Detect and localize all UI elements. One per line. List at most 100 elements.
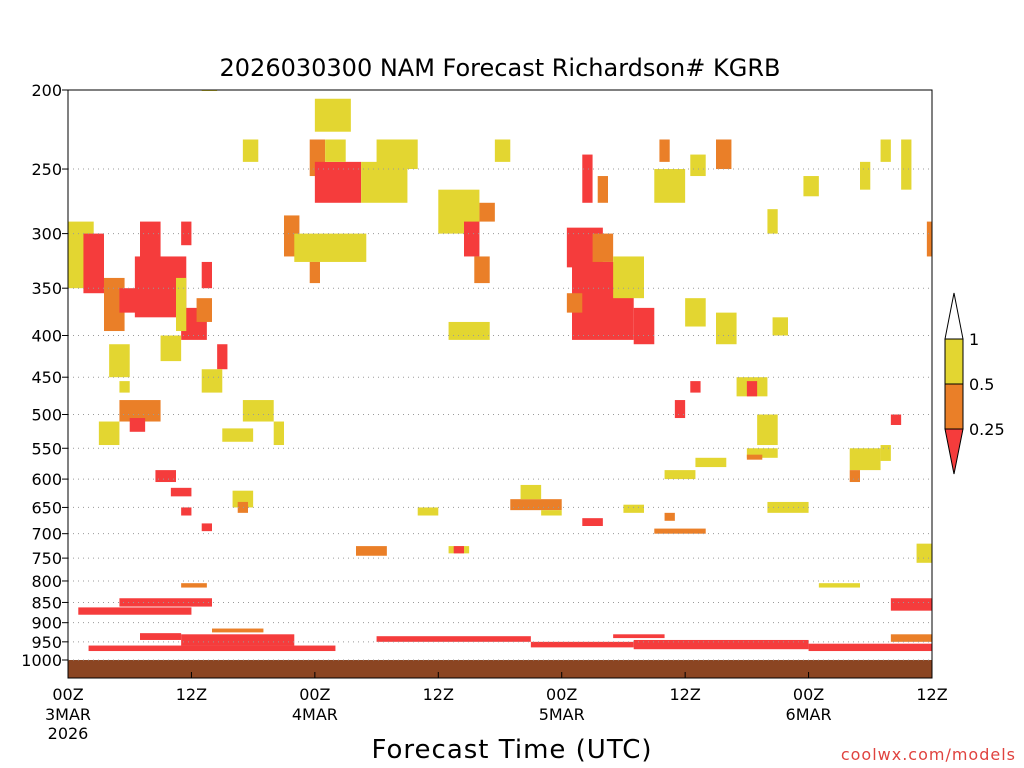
heatmap-cell <box>746 381 758 397</box>
heatmap-cell <box>196 298 212 322</box>
heatmap-cell <box>880 445 891 461</box>
y-tick-label: 850 <box>31 593 62 612</box>
heatmap-cell <box>140 221 161 268</box>
heatmap-cell <box>376 139 418 170</box>
heatmap-cell <box>613 256 644 299</box>
heatmap-cell <box>926 221 932 257</box>
heatmap-cell <box>314 98 351 132</box>
heatmap-cell <box>664 512 675 521</box>
heatmap-cell <box>356 546 387 556</box>
heatmap-cell <box>181 507 192 516</box>
heatmap-cell <box>685 298 706 327</box>
y-tick-label: 550 <box>31 439 62 458</box>
heatmap-cell <box>309 261 320 284</box>
x-tick-label: 12Z <box>423 685 454 704</box>
heatmap-cell <box>160 335 182 362</box>
heatmap-cell <box>566 293 583 313</box>
x-tick-label: 00Z <box>793 685 824 704</box>
heatmap-cell <box>633 307 655 345</box>
heatmap-cell <box>880 139 891 162</box>
x-tick-label: 12Z <box>176 685 207 704</box>
heatmap-cell <box>633 639 809 650</box>
heatmap-cell <box>890 414 902 425</box>
heatmap-cell <box>757 414 778 446</box>
heatmap-cell <box>376 636 531 642</box>
legend-label: 0.25 <box>969 420 1005 439</box>
heatmap-cell <box>222 428 254 442</box>
y-tick-label: 300 <box>31 225 62 244</box>
x-tick-label: 12Z <box>669 685 700 704</box>
heatmap-cell <box>98 421 120 446</box>
y-tick-label: 950 <box>31 633 62 652</box>
heatmap-cell <box>474 256 490 284</box>
pressure-gridlines <box>68 168 932 661</box>
heatmap-cell <box>690 381 701 393</box>
heatmap-cell <box>325 139 346 162</box>
heatmap-cell <box>119 381 130 393</box>
legend-label: 0.5 <box>969 375 994 394</box>
heatmap-cell <box>314 161 362 203</box>
legend-bottom-arrow <box>944 428 964 475</box>
y-tick-label: 800 <box>31 572 62 591</box>
heatmap-cell <box>464 221 480 257</box>
x-tick-label: 00Z <box>52 685 83 704</box>
heatmap-cell <box>448 321 490 340</box>
colorbar-legend: 1 0.5 0.25 <box>944 292 1005 475</box>
heatmap-cell <box>901 139 912 190</box>
heatmap-cell <box>494 139 511 162</box>
x-tick-date: 6MAR <box>786 705 832 724</box>
heatmap-cell <box>690 154 706 177</box>
heatmap-cell <box>530 641 634 648</box>
heatmap-cell <box>746 448 778 458</box>
credit-link[interactable]: coolwx.com/models <box>841 745 1016 764</box>
legend-top-arrow <box>944 292 964 340</box>
heatmap-cell <box>181 583 207 588</box>
heatmap-cell <box>716 312 737 345</box>
heatmap-cell <box>541 510 562 516</box>
heatmap-cell <box>294 233 367 262</box>
heatmap-cell <box>417 507 439 516</box>
chart-title: 2026030300 NAM Forecast Richardson# KGRB <box>220 54 781 82</box>
x-axis-label: Forecast Time (UTC) <box>371 735 652 765</box>
heatmap-cell <box>664 470 696 480</box>
heatmap-cell <box>582 518 603 527</box>
heatmap-cell <box>623 504 644 513</box>
y-tick-label: 600 <box>31 470 62 489</box>
heatmap-cell <box>479 202 495 222</box>
heatmap-cell <box>201 369 223 393</box>
heatmap-cell <box>201 261 212 289</box>
plot-frame <box>67 89 933 679</box>
x-tick-label: 12Z <box>916 685 947 704</box>
y-tick-label: 250 <box>31 160 62 179</box>
plot-area <box>68 90 932 678</box>
heatmap-cell <box>818 583 860 588</box>
heatmap-cell <box>654 169 686 203</box>
heatmap-cell <box>767 209 778 234</box>
legend-swatch-low <box>944 383 964 430</box>
heatmap-cell <box>83 233 104 294</box>
heatmap-cell <box>170 487 192 497</box>
y-tick-label: 750 <box>31 549 62 568</box>
y-tick-label: 200 <box>31 81 62 100</box>
heatmap-cell <box>916 543 932 563</box>
heatmap-cell <box>803 176 819 197</box>
heatmap-cell <box>212 628 264 633</box>
heatmap-cell <box>176 277 187 332</box>
x-tick-label: 00Z <box>299 685 330 704</box>
x-tick-label: 00Z <box>546 685 577 704</box>
heatmap-cell <box>597 176 608 203</box>
heatmap-cell <box>181 221 192 246</box>
heatmap-cell <box>119 598 212 607</box>
x-tick-date: 5MAR <box>539 705 585 724</box>
heatmap-cell <box>155 470 176 483</box>
heatmap-cell <box>613 634 665 639</box>
heatmap-cell <box>674 400 686 419</box>
heatmap-cell <box>772 317 788 336</box>
heatmap-cell <box>849 448 881 471</box>
heatmap-cell <box>453 546 464 554</box>
heatmap-cell <box>890 598 932 611</box>
heatmap-cell <box>78 607 192 615</box>
heatmap-cell <box>242 400 274 422</box>
y-tick-label: 400 <box>31 326 62 345</box>
